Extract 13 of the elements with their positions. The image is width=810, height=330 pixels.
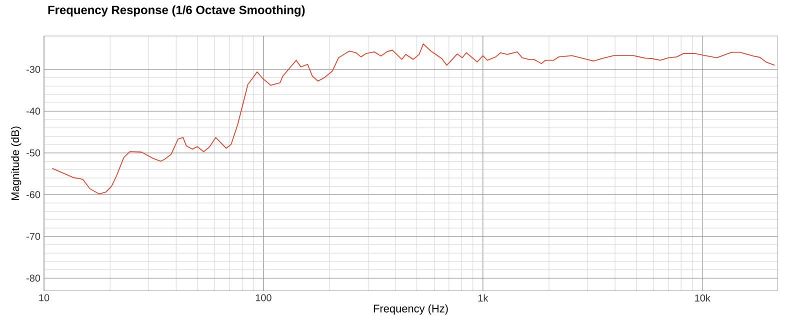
x-tick-label: 100 xyxy=(256,294,272,302)
y-tick-label: -70 xyxy=(26,232,40,240)
y-tick-label: -60 xyxy=(26,191,40,198)
x-tick-label: 1k xyxy=(478,294,488,302)
y-tick-label: -40 xyxy=(26,108,40,115)
chart-title: Frequency Response (1/6 Octave Smoothing) xyxy=(48,5,305,17)
x-axis-title: Frequency (Hz) xyxy=(374,304,448,315)
y-tick-label: -50 xyxy=(26,149,40,156)
y-tick-label: -30 xyxy=(26,66,40,73)
x-tick-label: 10k xyxy=(695,294,710,302)
y-axis-title: Magnitude (dB) xyxy=(11,126,22,200)
x-tick-label: 10 xyxy=(39,294,50,302)
y-tick-label: -80 xyxy=(26,274,40,282)
